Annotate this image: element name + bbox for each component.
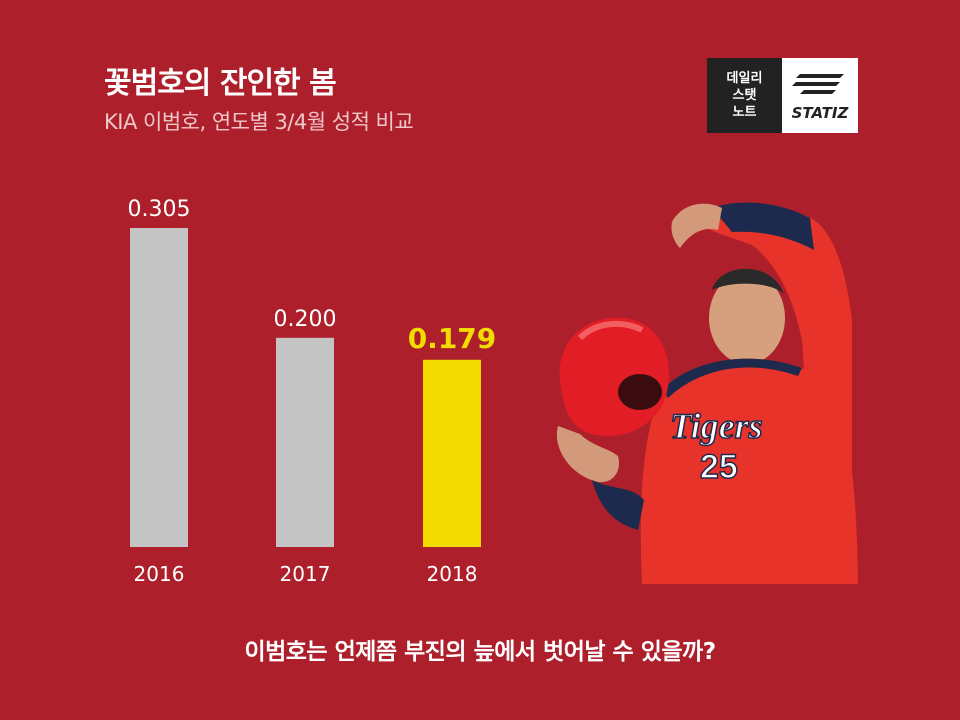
- baseball-player-photo: Tigers 25: [556, 202, 858, 584]
- value-label-2016: 0.305: [128, 197, 191, 222]
- bar-2017: [276, 337, 334, 547]
- category-label-2016: 2016: [134, 562, 185, 586]
- logo-line-1: 데일리: [726, 71, 763, 86]
- category-label-2017: 2017: [280, 562, 331, 586]
- category-label-2018: 2018: [427, 562, 478, 586]
- jersey-number: 25: [700, 448, 738, 486]
- batting-average-chart: 0.305 2016 0.200 2017 0.179 2018: [128, 197, 497, 586]
- bar-2016: [130, 228, 188, 547]
- statiz-mark-icon: [792, 74, 844, 94]
- page-title: 꽃범호의 잔인한 봄: [104, 66, 337, 101]
- statiz-wordmark: STATIZ: [791, 104, 849, 122]
- statiz-logo: 데일리 스탯 노트 STATIZ: [707, 58, 858, 133]
- logo-line-3: 노트: [732, 105, 757, 120]
- footer-question: 이범호는 언제쯤 부진의 늪에서 벗어날 수 있을까?: [244, 639, 716, 665]
- daily-stat-note-badge: 데일리 스탯 노트: [707, 58, 782, 133]
- page-subtitle: KIA 이범호, 연도별 3/4월 성적 비교: [104, 110, 414, 134]
- value-label-2018: 0.179: [408, 322, 497, 355]
- logo-line-2: 스탯: [732, 88, 757, 103]
- jersey-wordmark: Tigers: [670, 406, 763, 446]
- value-label-2017: 0.200: [274, 307, 337, 332]
- statiz-brand: STATIZ: [782, 58, 858, 133]
- bar-2018: [423, 359, 481, 547]
